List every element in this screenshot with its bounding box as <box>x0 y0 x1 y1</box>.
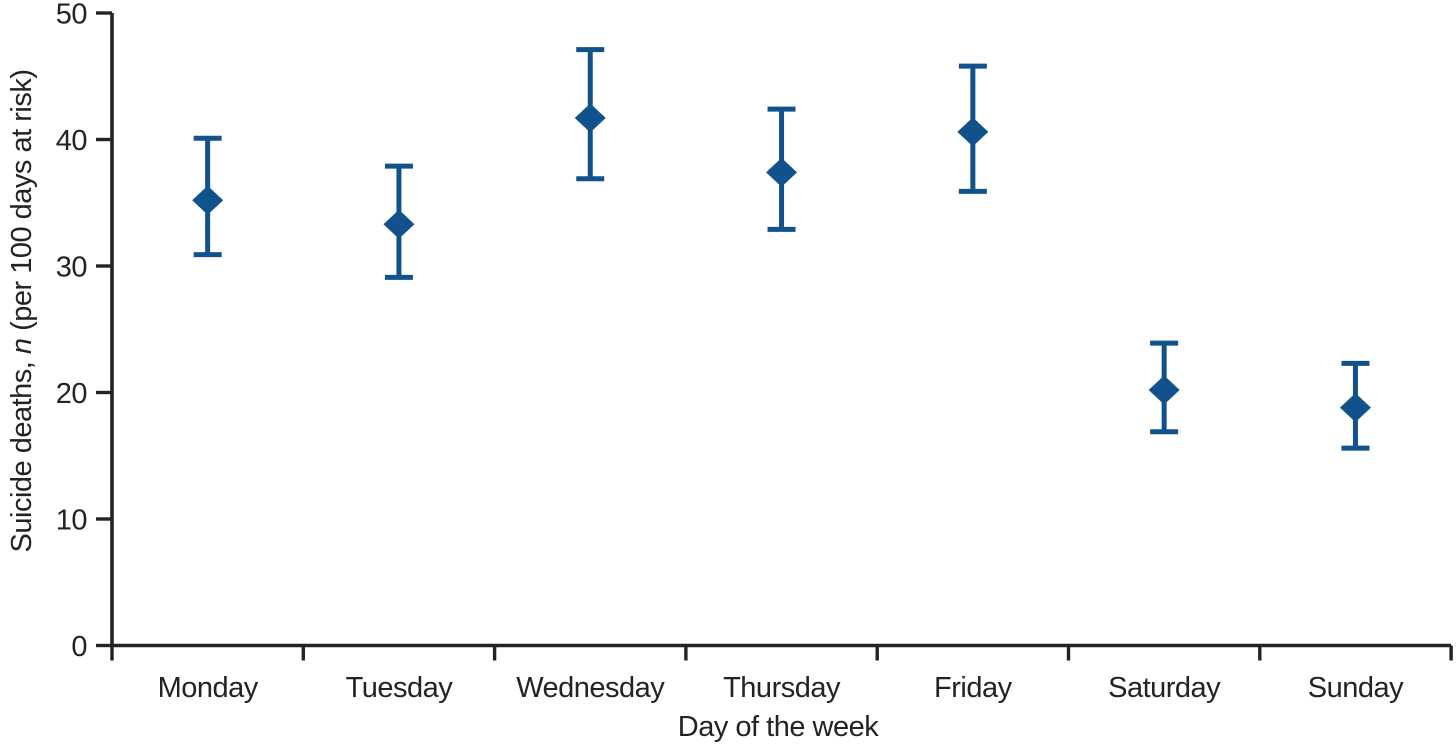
y-axis-title: Suicide deaths, n (per 100 days at risk) <box>6 70 38 553</box>
data-point-saturday <box>1148 340 1180 435</box>
x-axis-title: Day of the week <box>678 711 879 743</box>
y-tick-label: 50 <box>56 0 87 31</box>
diamond-marker <box>766 157 798 187</box>
diamond-marker <box>1339 393 1371 423</box>
data-point-wednesday <box>574 47 606 182</box>
data-point-thursday <box>766 106 798 232</box>
x-category-label-friday: Friday <box>934 672 1013 704</box>
y-axis-title-prefix: Suicide deaths, <box>6 354 38 552</box>
data-point-monday <box>192 135 224 258</box>
diamond-marker <box>574 103 606 133</box>
x-category-label-wednesday: Wednesday <box>516 672 665 704</box>
y-tick-label: 40 <box>56 125 87 157</box>
x-axis-ticks <box>110 645 1453 661</box>
diamond-marker <box>1148 375 1180 405</box>
data-point-sunday <box>1339 360 1371 451</box>
data-point-friday <box>957 63 989 194</box>
y-tick-label: 10 <box>56 505 87 537</box>
x-category-label-saturday: Saturday <box>1108 672 1221 704</box>
diamond-marker <box>957 117 989 147</box>
y-tick-label: 20 <box>56 378 87 410</box>
x-category-label-tuesday: Tuesday <box>346 672 454 704</box>
y-tick-label: 0 <box>71 631 87 663</box>
diamond-marker <box>192 185 224 215</box>
y-tick-label: 30 <box>56 252 87 284</box>
x-category-label-sunday: Sunday <box>1308 672 1404 704</box>
x-category-labels: Monday Tuesday Wednesday Thursday Friday Satu… <box>158 672 1405 704</box>
y-axis-title-suffix: (per 100 days at risk) <box>6 70 38 339</box>
diamond-marker <box>383 209 415 239</box>
data-series <box>192 47 1371 451</box>
y-axis-title-italic-n: n <box>6 338 38 354</box>
x-category-label-thursday: Thursday <box>723 672 841 704</box>
data-point-tuesday <box>383 163 415 280</box>
x-category-label-monday: Monday <box>158 672 259 704</box>
y-axis-ticks: 0 10 20 30 40 50 <box>56 0 112 663</box>
